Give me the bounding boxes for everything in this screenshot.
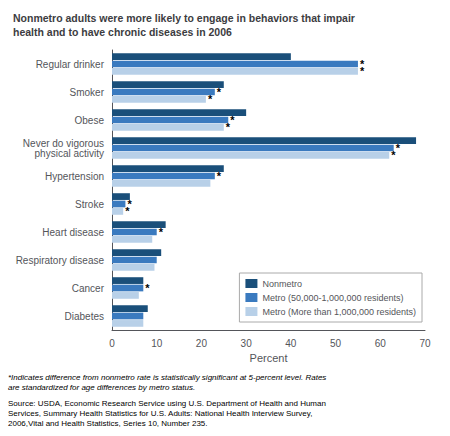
svg-text:Smoker: Smoker [70, 87, 105, 98]
svg-text:Metro (More than 1,000,000 res: Metro (More than 1,000,000 residents) [262, 307, 416, 317]
svg-text:Respiratory disease: Respiratory disease [16, 255, 105, 266]
svg-text:*: * [208, 93, 213, 105]
svg-text:*: * [360, 65, 365, 77]
svg-text:Diabetes: Diabetes [65, 311, 104, 322]
svg-text:70: 70 [419, 338, 431, 349]
svg-text:Services, Summary Health Stati: Services, Summary Health Statistics for … [8, 409, 312, 418]
svg-text:50: 50 [330, 338, 342, 349]
svg-text:health and to have chronic dis: health and to have chronic diseases in 2… [13, 26, 232, 38]
svg-text:60: 60 [375, 338, 387, 349]
svg-text:2006,Vital and Health Statisti: 2006,Vital and Health Statistics, Series… [8, 419, 208, 428]
svg-text:physical activity: physical activity [35, 148, 104, 159]
svg-text:Obese: Obese [75, 115, 105, 126]
svg-text:0: 0 [109, 338, 115, 349]
svg-text:Source: USDA, Economic Researc: Source: USDA, Economic Research Service … [8, 399, 326, 408]
svg-text:Cancer: Cancer [72, 283, 105, 294]
svg-text:Never do vigorous: Never do vigorous [22, 137, 104, 149]
svg-text:10: 10 [151, 338, 163, 349]
svg-text:*: * [145, 282, 150, 294]
svg-text:*: * [125, 205, 130, 217]
svg-text:Regular drinker: Regular drinker [36, 59, 105, 70]
svg-text:*: * [217, 170, 222, 182]
svg-text:40: 40 [285, 338, 297, 349]
svg-text:*: * [396, 142, 401, 154]
svg-text:Stroke: Stroke [75, 199, 104, 210]
svg-text:*Indicates difference from non: *Indicates difference from nonmetro rate… [8, 373, 326, 382]
svg-text:Hypertension: Hypertension [45, 171, 104, 182]
svg-text:Metro (50,000-1,000,000 reside: Metro (50,000-1,000,000 residents) [262, 293, 403, 303]
svg-text:*: * [230, 114, 235, 126]
svg-text:30: 30 [241, 338, 253, 349]
svg-text:Heart disease: Heart disease [42, 227, 104, 238]
svg-text:*: * [391, 149, 396, 161]
svg-text:*: * [217, 86, 222, 98]
svg-text:20: 20 [196, 338, 208, 349]
svg-text:Percent: Percent [250, 352, 288, 364]
svg-text:*: * [159, 226, 164, 238]
svg-text:Nonmetro adults were more like: Nonmetro adults were more likely to enga… [13, 12, 355, 24]
svg-text:Nonmetro: Nonmetro [262, 279, 302, 289]
svg-text:*: * [226, 121, 231, 133]
svg-text:are standardized for age diffe: are standardized for age differences by … [8, 383, 195, 392]
